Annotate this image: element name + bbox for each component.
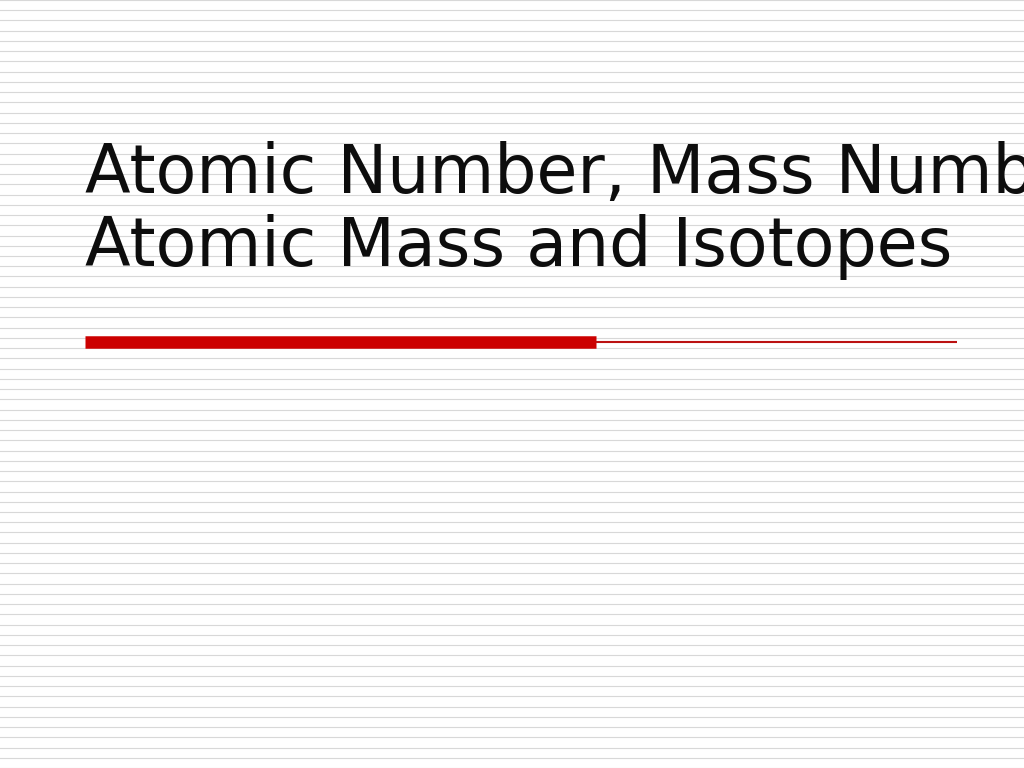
Text: Atomic Number, Mass Number,: Atomic Number, Mass Number, <box>85 141 1024 207</box>
Text: Atomic Mass and Isotopes: Atomic Mass and Isotopes <box>85 214 952 280</box>
